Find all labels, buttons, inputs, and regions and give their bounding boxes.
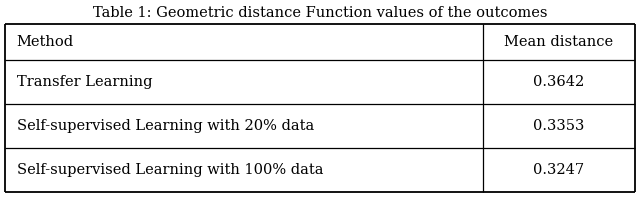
Text: Method: Method bbox=[17, 35, 74, 49]
Text: 0.3353: 0.3353 bbox=[533, 119, 585, 133]
Text: Self-supervised Learning with 20% data: Self-supervised Learning with 20% data bbox=[17, 119, 314, 133]
Text: Self-supervised Learning with 100% data: Self-supervised Learning with 100% data bbox=[17, 163, 323, 177]
Text: Mean distance: Mean distance bbox=[504, 35, 614, 49]
Text: 0.3642: 0.3642 bbox=[533, 75, 585, 89]
Text: Transfer Learning: Transfer Learning bbox=[17, 75, 152, 89]
Text: Table 1: Geometric distance Function values of the outcomes: Table 1: Geometric distance Function val… bbox=[93, 6, 547, 20]
Text: 0.3247: 0.3247 bbox=[534, 163, 584, 177]
